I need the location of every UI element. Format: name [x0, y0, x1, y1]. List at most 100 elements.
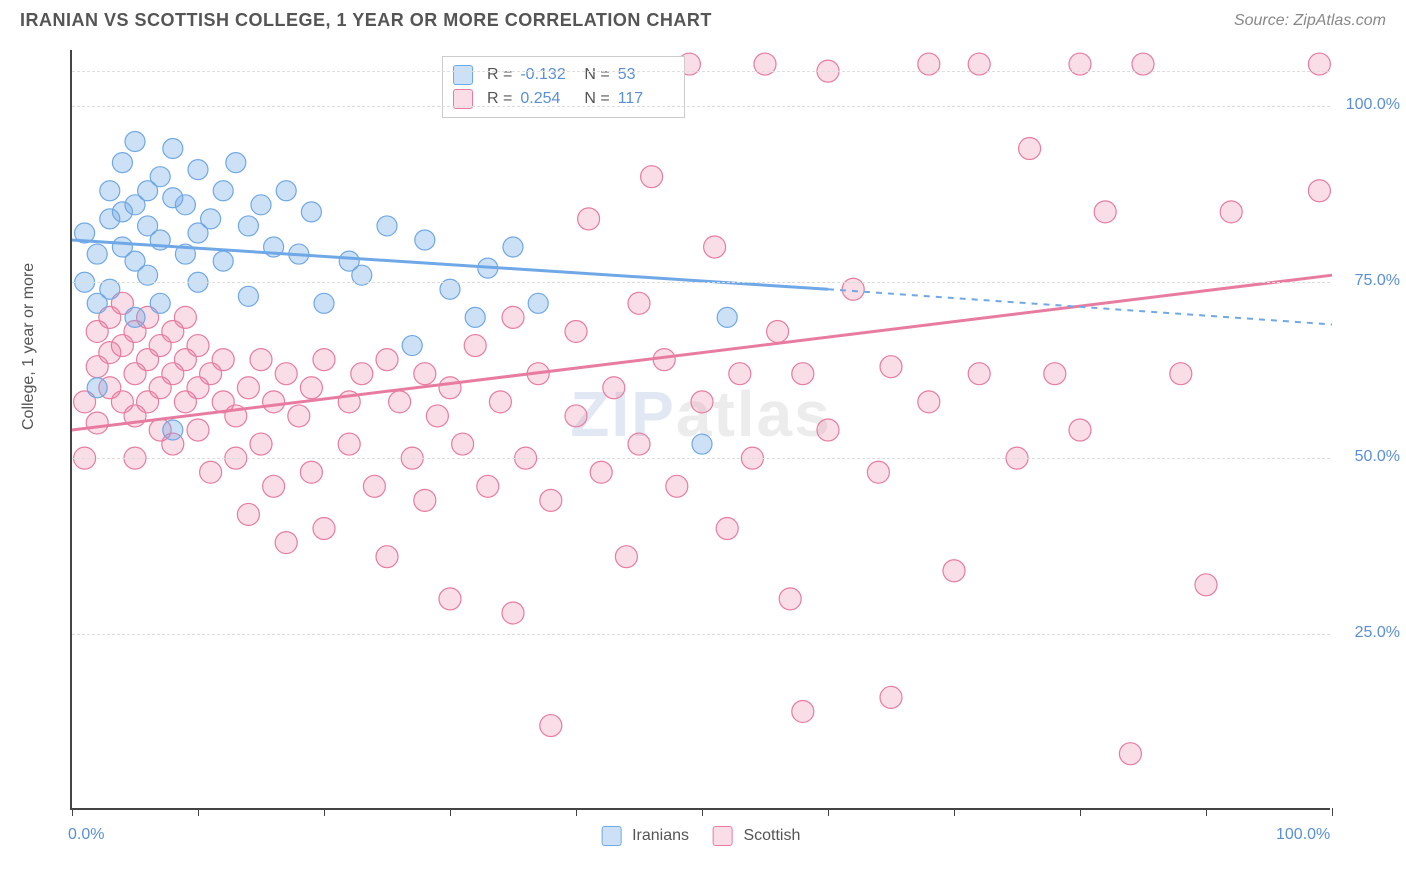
data-point — [540, 489, 562, 511]
data-point — [288, 405, 310, 427]
data-point — [174, 306, 196, 328]
stats-n-iranians: 53 — [618, 66, 674, 84]
data-point — [275, 532, 297, 554]
x-tick — [954, 808, 955, 816]
data-point — [943, 560, 965, 582]
data-point — [363, 475, 385, 497]
data-point — [880, 356, 902, 378]
data-point — [426, 405, 448, 427]
data-point — [251, 195, 271, 215]
x-tick — [450, 808, 451, 816]
legend-label-scottish: Scottish — [743, 827, 800, 844]
x-tick — [576, 808, 577, 816]
x-tick-label: 0.0% — [68, 826, 104, 844]
data-point — [867, 461, 889, 483]
stats-row-iranians: R = -0.132 N = 53 — [453, 63, 674, 87]
data-point — [237, 377, 259, 399]
plot-area: ZIPatlas R = -0.132 N = 53 R = 0.254 N =… — [70, 50, 1330, 810]
data-point — [540, 715, 562, 737]
data-point — [402, 336, 422, 356]
data-point — [212, 349, 234, 371]
data-point — [87, 378, 107, 398]
data-point — [100, 181, 120, 201]
data-point — [502, 306, 524, 328]
data-point — [163, 139, 183, 159]
data-point — [263, 391, 285, 413]
y-axis-label: College, 1 year or more — [20, 263, 38, 430]
data-point — [301, 202, 321, 222]
data-point — [415, 230, 435, 250]
data-point — [691, 391, 713, 413]
data-point — [187, 419, 209, 441]
data-point — [717, 307, 737, 327]
data-point — [213, 251, 233, 271]
data-point — [125, 307, 145, 327]
stats-r-label: R = — [487, 66, 512, 84]
grid-line — [72, 106, 1330, 107]
legend-swatch-scottish — [713, 826, 733, 846]
data-point — [313, 518, 335, 540]
stats-row-scottish: R = 0.254 N = 117 — [453, 87, 674, 111]
data-point — [150, 167, 170, 187]
y-tick-label: 100.0% — [1346, 96, 1400, 114]
grid-line — [72, 634, 1330, 635]
data-point — [968, 363, 990, 385]
data-point — [200, 461, 222, 483]
grid-line — [72, 282, 1330, 283]
x-tick — [1080, 808, 1081, 816]
data-point — [603, 377, 625, 399]
data-point — [704, 236, 726, 258]
data-point — [300, 461, 322, 483]
data-point — [389, 391, 411, 413]
data-point — [528, 293, 548, 313]
data-point — [238, 286, 258, 306]
data-point — [477, 475, 499, 497]
y-tick-label: 75.0% — [1355, 272, 1400, 290]
chart-source: Source: ZipAtlas.com — [1234, 12, 1386, 30]
x-tick — [198, 808, 199, 816]
data-point — [792, 700, 814, 722]
data-point — [666, 475, 688, 497]
data-point — [880, 686, 902, 708]
data-point — [276, 181, 296, 201]
data-point — [414, 363, 436, 385]
data-point — [187, 335, 209, 357]
legend-bottom: Iranians Scottish — [602, 826, 801, 846]
grid-line — [72, 458, 1330, 459]
data-point — [565, 320, 587, 342]
data-point — [237, 503, 259, 525]
swatch-iranians — [453, 65, 473, 85]
data-point — [376, 349, 398, 371]
x-tick — [324, 808, 325, 816]
data-point — [188, 160, 208, 180]
data-point — [314, 293, 334, 313]
data-point — [439, 588, 461, 610]
data-point — [175, 195, 195, 215]
data-point — [112, 153, 132, 173]
y-tick-label: 25.0% — [1355, 624, 1400, 642]
data-point — [729, 363, 751, 385]
data-point — [163, 420, 183, 440]
data-point — [87, 244, 107, 264]
data-point — [300, 377, 322, 399]
data-point — [250, 349, 272, 371]
data-point — [628, 292, 650, 314]
data-point — [1019, 138, 1041, 160]
data-point — [465, 307, 485, 327]
x-tick — [702, 808, 703, 816]
data-point — [1220, 201, 1242, 223]
legend-item-iranians: Iranians — [602, 826, 689, 846]
data-point — [414, 489, 436, 511]
data-point — [590, 461, 612, 483]
data-point — [201, 209, 221, 229]
data-point — [1044, 363, 1066, 385]
data-point — [779, 588, 801, 610]
stats-legend: R = -0.132 N = 53 R = 0.254 N = 117 — [442, 56, 685, 118]
data-point — [338, 433, 360, 455]
stats-r-iranians: -0.132 — [520, 66, 576, 84]
data-point — [226, 153, 246, 173]
x-tick — [828, 808, 829, 816]
data-point — [1119, 743, 1141, 765]
data-point — [1069, 419, 1091, 441]
data-point — [716, 518, 738, 540]
